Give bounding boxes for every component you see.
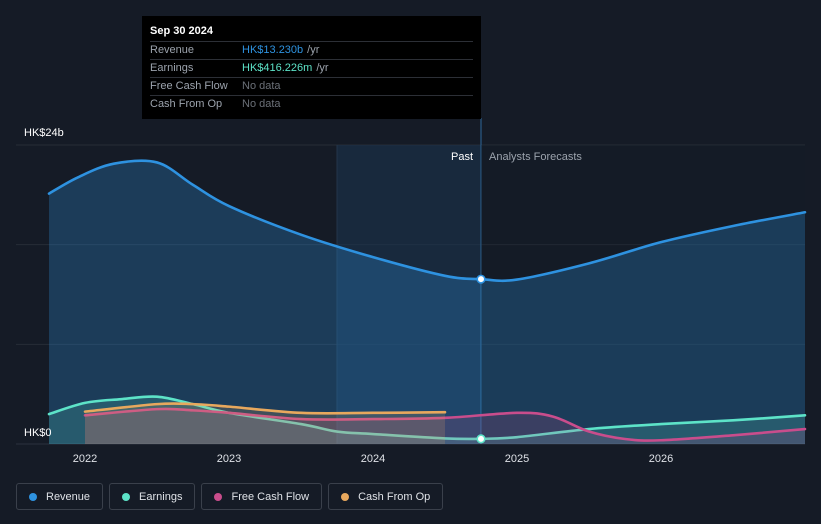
- legend-item-revenue[interactable]: Revenue: [16, 483, 104, 510]
- free-cash-flow-line: [83, 407, 807, 442]
- tooltip-row-label: Free Cash Flow: [150, 80, 228, 92]
- data-tooltip: Sep 30 2024 Revenue HK$13.230b/yr Earnings…: [142, 16, 481, 119]
- tooltip-row-value: HK$13.230b: [242, 44, 304, 56]
- tooltip-row-unit: /yr: [307, 44, 320, 56]
- tooltip-row: Free Cash Flow No data: [150, 78, 473, 96]
- legend-label: Earnings: [139, 490, 183, 503]
- earnings-area: [49, 396, 805, 444]
- tooltip-row-value: No data: [242, 98, 281, 110]
- legend-label: Free Cash Flow: [231, 490, 310, 503]
- forecast-label: Analysts Forecasts: [489, 151, 582, 163]
- x-tick-label: 2026: [649, 453, 673, 465]
- legend-dot-icon: [214, 492, 223, 501]
- free-cash-flow-area: [85, 408, 805, 444]
- y-axis-top-label: HK$24b: [24, 127, 64, 139]
- earnings-line: [47, 395, 807, 441]
- past-label: Past: [451, 151, 473, 163]
- tooltip-row-label: Revenue: [150, 44, 195, 56]
- legend-item-cash-from-op[interactable]: Cash From Op: [328, 483, 444, 510]
- revenue-marker: [476, 274, 486, 284]
- legend-item-free-cash-flow[interactable]: Free Cash Flow: [201, 483, 323, 510]
- tooltip-row: Revenue HK$13.230b/yr: [150, 42, 473, 60]
- forecast-region: [481, 145, 805, 444]
- revenue-area: [49, 160, 805, 444]
- x-tick-label: 2023: [217, 453, 241, 465]
- legend-label: Cash From Op: [358, 490, 431, 503]
- y-axis-bottom-label: HK$0: [24, 427, 52, 439]
- legend: Revenue Earnings Free Cash Flow Cash From O…: [16, 483, 444, 510]
- tooltip-row: Earnings HK$416.226m/yr: [150, 60, 473, 78]
- tooltip-row-label: Cash From Op: [150, 98, 223, 110]
- past-highlight-band: [337, 145, 481, 444]
- tooltip-row-value: HK$416.226m: [242, 62, 313, 74]
- x-tick-label: 2025: [505, 453, 529, 465]
- tooltip-row-unit: /yr: [316, 62, 329, 74]
- legend-label: Revenue: [46, 490, 91, 503]
- tooltip-row-value: No data: [242, 80, 281, 92]
- x-tick-label: 2022: [73, 453, 97, 465]
- tooltip-date: Sep 30 2024: [150, 24, 473, 42]
- earnings-marker: [476, 434, 486, 444]
- revenue-line: [47, 159, 807, 283]
- legend-item-earnings[interactable]: Earnings: [109, 483, 196, 510]
- tooltip-row-label: Earnings: [150, 62, 194, 74]
- legend-dot-icon: [341, 492, 350, 501]
- legend-dot-icon: [29, 492, 37, 501]
- tooltip-row: Cash From Op No data: [150, 96, 473, 113]
- cash-from-op-line: [83, 402, 447, 415]
- legend-dot-icon: [122, 492, 131, 501]
- x-tick-label: 2024: [361, 453, 385, 465]
